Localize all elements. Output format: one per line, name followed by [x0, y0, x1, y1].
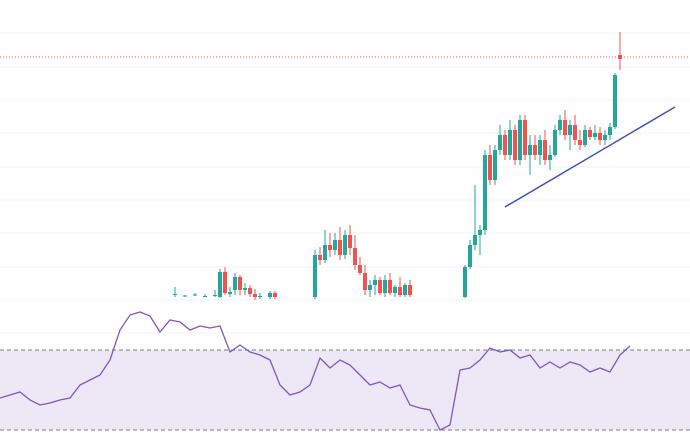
candle-body	[528, 145, 532, 155]
trend-line	[504, 106, 676, 208]
candle-body	[333, 240, 337, 250]
candle-body	[538, 140, 542, 155]
candle-body	[383, 280, 387, 293]
candle-body	[613, 75, 617, 127]
candle-body	[553, 130, 557, 155]
candle-body	[403, 285, 407, 295]
candle-body	[593, 133, 597, 137]
candle-body	[203, 296, 207, 297]
candle-body	[338, 240, 342, 255]
candle-body	[258, 296, 262, 297]
candle-body	[228, 292, 232, 294]
candle-body	[388, 280, 392, 293]
candle-body	[393, 287, 397, 293]
candle-body	[248, 288, 252, 294]
candle-body	[363, 273, 367, 290]
candle-body	[473, 235, 477, 245]
candle-body	[618, 55, 622, 59]
candle-body	[378, 280, 382, 293]
candle-body	[548, 155, 552, 160]
candle-body	[543, 140, 547, 160]
candle-body	[173, 294, 177, 295]
rsi-line	[0, 311, 631, 431]
candle-body	[478, 230, 482, 235]
candle-body	[233, 277, 237, 290]
candle-body	[588, 130, 592, 137]
candle-body	[513, 130, 517, 160]
candle-body	[483, 155, 487, 230]
candle-body	[503, 135, 507, 155]
candle-body	[558, 120, 562, 130]
candle-body	[608, 127, 612, 135]
candle-body	[518, 120, 522, 160]
candle-body	[328, 245, 332, 250]
candle-body	[493, 150, 497, 180]
candle-body	[353, 248, 357, 265]
candle-body	[563, 120, 567, 135]
candle-body	[193, 294, 197, 296]
candle-body	[373, 280, 377, 285]
candle-body	[368, 285, 372, 290]
candle-body	[498, 135, 502, 150]
candle-body	[243, 288, 247, 290]
candle-body	[313, 255, 317, 297]
candle-body	[583, 130, 587, 145]
candle-body	[183, 295, 187, 297]
candle-body	[468, 245, 472, 267]
candle-body	[463, 267, 467, 297]
candle-body	[268, 293, 272, 297]
candle-body	[218, 272, 222, 297]
candle-body	[508, 130, 512, 155]
candle-body	[578, 140, 582, 145]
candle-body	[488, 155, 492, 180]
candle-body	[573, 125, 577, 140]
candle-body	[223, 272, 227, 293]
candle-body	[343, 235, 347, 255]
candle-body	[273, 293, 277, 297]
candle-body	[398, 287, 402, 295]
candle-body	[348, 235, 352, 248]
candle-body	[598, 133, 602, 140]
candle-body	[533, 145, 537, 155]
candle-body	[358, 265, 362, 273]
candle-body	[568, 125, 572, 135]
candle-body	[213, 295, 217, 296]
candle-body	[523, 120, 527, 155]
candle-body	[408, 285, 412, 295]
candle-body	[238, 277, 242, 290]
candle-body	[318, 255, 322, 260]
candle-body	[323, 245, 327, 260]
candle-body	[253, 294, 257, 297]
candle-body	[603, 135, 607, 140]
